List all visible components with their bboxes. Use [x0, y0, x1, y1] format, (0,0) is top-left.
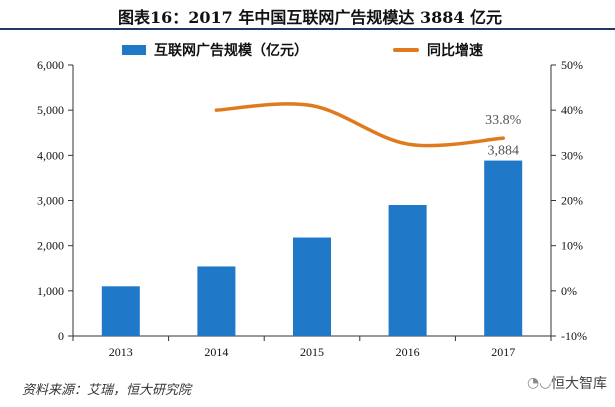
- legend: 互联网广告规模（亿元） 同比增速: [0, 40, 615, 60]
- legend-item-line: 同比增速: [393, 40, 483, 60]
- bar-2016: [388, 205, 427, 336]
- bar-2013: [101, 286, 140, 336]
- chart-title-bar: 图表16：2017 年中国互联网广告规模达 3884 亿元: [0, 0, 615, 30]
- legend-item-bar: 互联网广告规模（亿元）: [122, 40, 308, 60]
- y-right-tick-label: 30%: [561, 148, 583, 162]
- watermark-text: 恒大智库: [551, 376, 607, 392]
- y-left-tick-label: 0: [58, 329, 64, 343]
- x-tick-label: 2013: [109, 345, 133, 359]
- x-tick-label: 2017: [491, 345, 515, 359]
- growth-line: [214, 102, 505, 148]
- legend-bar-label: 互联网广告规模（亿元）: [154, 43, 308, 59]
- bar-data-label: 3,884: [487, 144, 519, 159]
- x-tick-label: 2015: [300, 345, 324, 359]
- y-left-tick-label: 6,000: [37, 58, 64, 72]
- legend-line-swatch: [393, 48, 419, 52]
- legend-line-label: 同比增速: [427, 43, 483, 59]
- source-note: 资料来源：艾瑞，恒大研究院: [22, 383, 192, 398]
- y-right-tick-label: 20%: [561, 194, 583, 208]
- bar-2014: [197, 266, 236, 336]
- x-tick-label: 2016: [396, 345, 420, 359]
- y-left-tick-label: 1,000: [37, 284, 64, 298]
- chart-title: 图表16：2017 年中国互联网广告规模达 3884 亿元: [118, 8, 503, 27]
- y-left-tick-label: 2,000: [37, 239, 64, 253]
- growth-data-label: 33.8%: [485, 113, 522, 128]
- y-left-tick-label: 3,000: [37, 194, 64, 208]
- y-right-tick-label: -10%: [561, 329, 587, 343]
- legend-bar-swatch: [122, 45, 146, 55]
- y-right-tick-label: 40%: [561, 103, 583, 117]
- y-left-tick-label: 5,000: [37, 103, 64, 117]
- y-left-tick-label: 4,000: [37, 148, 64, 162]
- bar-2017: [484, 160, 523, 336]
- y-right-tick-label: 0%: [561, 284, 577, 298]
- wechat-icon: ◔◡: [527, 375, 552, 391]
- y-right-tick-label: 50%: [561, 58, 583, 72]
- bar-2015: [293, 237, 331, 336]
- x-tick-label: 2014: [204, 345, 228, 359]
- y-right-tick-label: 10%: [561, 239, 583, 253]
- watermark: ◔◡ 恒大智库: [527, 373, 607, 393]
